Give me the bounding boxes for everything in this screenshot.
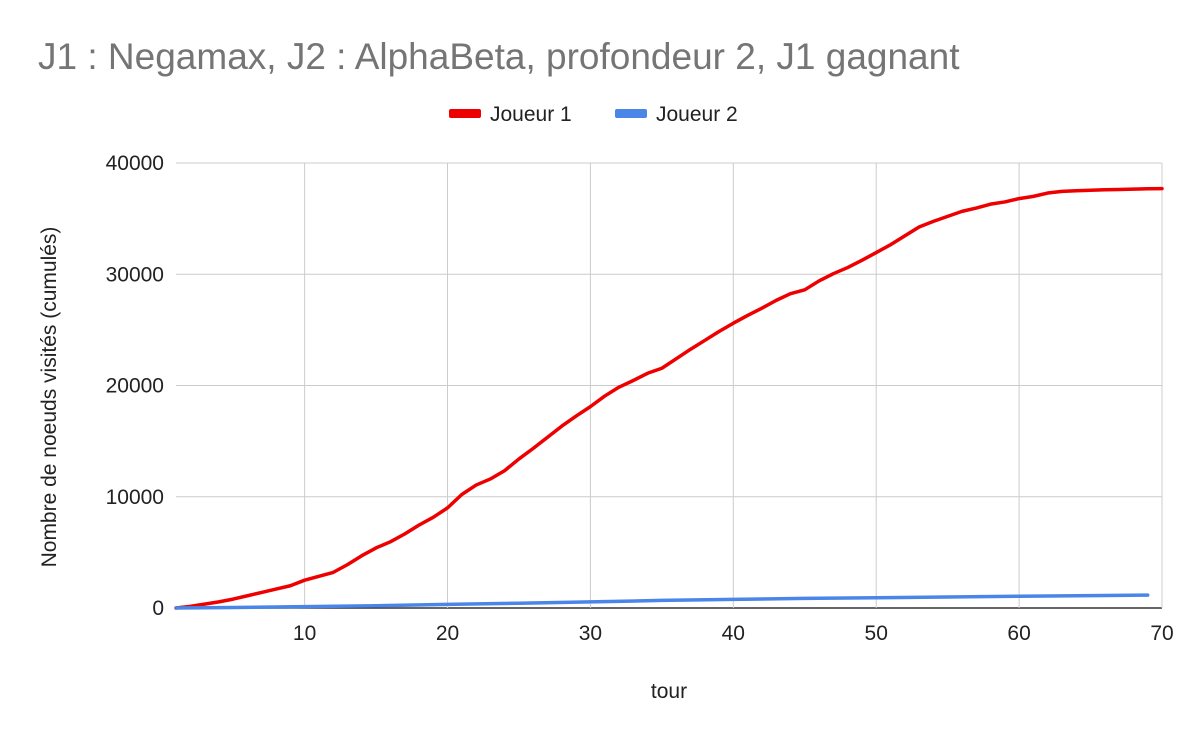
x-tick-label-70: 70 xyxy=(1150,622,1173,645)
x-axis-label: tour xyxy=(651,680,687,703)
y-tick-label-30000: 30000 xyxy=(106,263,164,286)
tick-labels: 0 10000 20000 30000 40000 10 20 30 40 50 60 70 xyxy=(106,152,1174,645)
series-line-joueur-1 xyxy=(174,186,1164,610)
legend-label-joueur-1: Joueur 1 xyxy=(490,103,572,126)
x-tick-label-40: 40 xyxy=(722,622,745,645)
x-tick-label-20: 20 xyxy=(436,622,459,645)
grid xyxy=(176,162,1163,609)
y-tick-label-20000: 20000 xyxy=(106,375,164,398)
legend-item-joueur-1: Joueur 1 xyxy=(449,103,572,126)
legend: Joueur 1 Joueur 2 xyxy=(449,103,738,126)
legend-swatch-joueur-2 xyxy=(615,109,647,118)
series-line-joueur-2 xyxy=(174,593,1150,610)
series-lines xyxy=(174,186,1164,610)
y-tick-label-0: 0 xyxy=(152,597,164,620)
x-tick-label-50: 50 xyxy=(865,622,888,645)
x-tick-label-30: 30 xyxy=(579,622,602,645)
chart-title: J1 : Negamax, J2 : AlphaBeta, profondeur… xyxy=(38,36,960,77)
y-axis-label: Nombre de noeuds visités (cumulés) xyxy=(38,227,61,568)
y-tick-label-10000: 10000 xyxy=(106,486,164,509)
x-tick-label-10: 10 xyxy=(293,622,316,645)
x-tick-label-60: 60 xyxy=(1007,622,1030,645)
y-tick-label-40000: 40000 xyxy=(106,152,164,175)
legend-item-joueur-2: Joueur 2 xyxy=(615,103,738,126)
legend-swatch-joueur-1 xyxy=(449,109,481,118)
legend-label-joueur-2: Joueur 2 xyxy=(656,103,738,126)
